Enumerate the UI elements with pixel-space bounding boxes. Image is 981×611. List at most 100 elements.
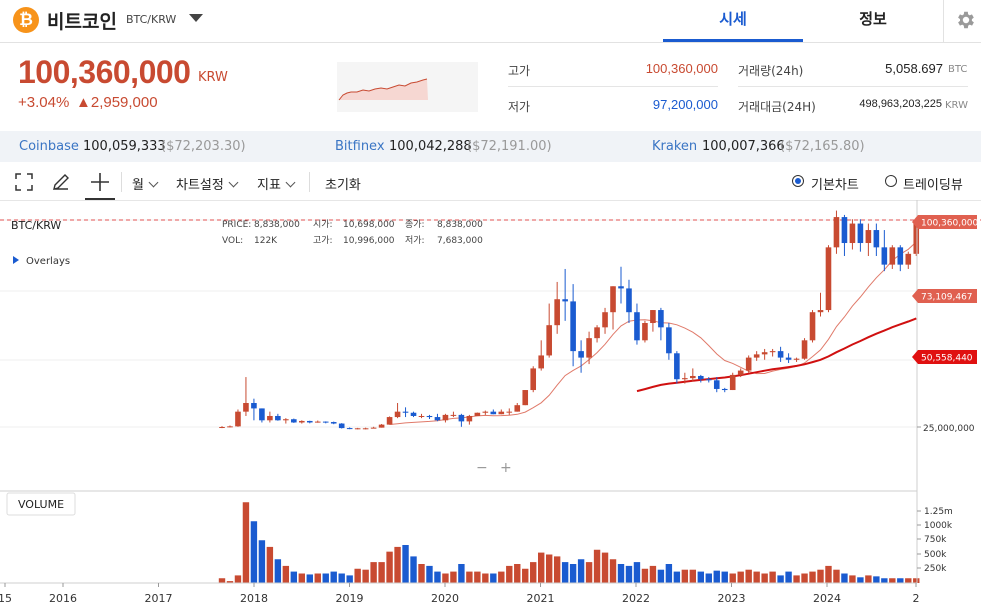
candle-body xyxy=(650,310,656,324)
candle-body xyxy=(674,353,680,380)
x-tick-label: 2018 xyxy=(240,592,268,605)
x-tick-label: 2021 xyxy=(527,592,555,605)
tab-price[interactable]: 시세 xyxy=(663,0,803,42)
amount-24h-unit: KRW xyxy=(945,100,968,111)
candle-body xyxy=(721,388,728,391)
volume-bar xyxy=(553,556,561,583)
candle-body xyxy=(809,312,816,341)
candle-body xyxy=(498,411,505,415)
basic-chart-label[interactable]: 기본차트 xyxy=(811,178,859,193)
candle-body xyxy=(299,420,305,423)
crosshair-icon[interactable] xyxy=(90,172,110,192)
candle-body xyxy=(570,301,576,352)
volume-bar xyxy=(825,565,832,583)
crosshair-tool-active-indicator xyxy=(85,168,115,200)
volume-bar xyxy=(841,573,848,583)
candle-body xyxy=(322,421,329,423)
gear-icon[interactable] xyxy=(955,9,977,31)
volume-bar xyxy=(346,575,353,583)
candle-body xyxy=(354,428,361,430)
candle-body xyxy=(769,351,776,353)
price-change-amount: ▲2,959,000 xyxy=(76,94,158,111)
tradingview-radio[interactable] xyxy=(885,175,897,187)
candle-body xyxy=(801,340,808,359)
header-divider xyxy=(943,0,944,42)
candle-body xyxy=(849,223,856,244)
volume-bar xyxy=(601,552,609,583)
volume-bar xyxy=(673,571,681,583)
volume-tick-label: 1000k xyxy=(924,521,953,531)
pencil-draw-icon[interactable] xyxy=(51,172,71,192)
volume-bar xyxy=(466,571,473,583)
zoom-in-icon[interactable]: + xyxy=(500,460,512,476)
candle-body xyxy=(235,411,241,427)
overlays-caret-icon[interactable] xyxy=(13,256,19,264)
volume-bar xyxy=(362,569,369,583)
volume-bar xyxy=(617,564,625,583)
candle-body xyxy=(227,426,233,428)
candle-body xyxy=(761,352,768,355)
volume-bar xyxy=(729,573,736,583)
volume-bar xyxy=(577,559,585,583)
ohlc-info: PRICE: 8,838,000 시가: 10,698,000 종가: 8,83… xyxy=(222,219,483,246)
fullscreen-icon[interactable] xyxy=(15,173,33,191)
candle-body xyxy=(618,286,624,289)
candle-body xyxy=(841,217,848,244)
ma-short-line xyxy=(389,241,917,425)
candle-body xyxy=(410,412,417,416)
ohlc-open-value: 10,698,000 xyxy=(343,220,395,230)
price-chart[interactable]: 15 2016 2017 2018 2019 2020 2021 2022 2023 2024 2 … xyxy=(0,200,981,611)
ohlc-open-label: 시가: xyxy=(313,219,333,230)
tab-info[interactable]: 정보 xyxy=(859,10,887,28)
volume-bar xyxy=(258,540,266,583)
candle-body xyxy=(330,422,337,424)
volume-bar xyxy=(338,573,345,583)
chart-settings-dropdown[interactable]: 차트설정 xyxy=(176,174,239,193)
volume-bar xyxy=(218,578,226,583)
stat-divider xyxy=(508,86,718,87)
candle-body xyxy=(514,405,521,412)
candle-body xyxy=(259,408,265,421)
exchange-name-coinbase[interactable]: Coinbase xyxy=(19,139,79,154)
overlays-toggle[interactable]: Overlays xyxy=(26,256,70,267)
volume-bar xyxy=(657,569,665,583)
volume-tick-label: 250k xyxy=(924,564,947,574)
candle-body xyxy=(522,390,529,406)
volume-bar xyxy=(913,578,920,583)
interval-dropdown[interactable]: 월 xyxy=(132,174,159,193)
candle-body xyxy=(426,415,433,418)
ohlc-vol-value: 122K xyxy=(254,236,278,246)
volume-bar xyxy=(490,573,497,583)
volume-bar xyxy=(905,578,912,583)
volume-bar xyxy=(793,575,800,583)
exchange-prices-bar xyxy=(0,131,981,162)
indicator-dropdown[interactable]: 지표 xyxy=(257,174,296,193)
ohlc-vol-label: VOL: xyxy=(222,236,243,246)
volume-bar xyxy=(865,575,872,583)
exchange-name-kraken[interactable]: Kraken xyxy=(652,139,698,154)
exchange-price-kraken: 100,007,366 xyxy=(702,139,785,154)
volume-bar xyxy=(306,574,313,583)
tradingview-label[interactable]: 트레이딩뷰 xyxy=(903,178,963,193)
coin-selector-chevron-down-icon[interactable] xyxy=(189,14,203,22)
candle-body xyxy=(482,411,489,413)
volume-bar xyxy=(266,546,274,583)
ohlc-high-label: 고가: xyxy=(313,235,333,246)
candle-body xyxy=(698,375,704,380)
basic-chart-radio[interactable] xyxy=(792,175,804,187)
ohlc-close-value: 8,838,000 xyxy=(437,220,483,230)
zoom-out-icon[interactable]: − xyxy=(476,460,488,476)
chevron-down-icon xyxy=(148,177,159,188)
x-tick-label: 2016 xyxy=(49,592,77,605)
exchange-name-bitfinex[interactable]: Bitfinex xyxy=(335,139,385,154)
volume-bar xyxy=(482,573,489,583)
candle-body xyxy=(705,379,712,381)
volume-24h-unit: BTC xyxy=(948,64,968,75)
volume-bar xyxy=(250,521,258,583)
candle-body xyxy=(729,374,736,391)
volume-bar xyxy=(290,571,298,583)
volume-24h-value: 5,058.697 xyxy=(885,61,943,76)
candle-body xyxy=(889,247,896,265)
chart-toolbar xyxy=(0,163,981,201)
reset-button[interactable]: 초기화 xyxy=(325,178,361,193)
